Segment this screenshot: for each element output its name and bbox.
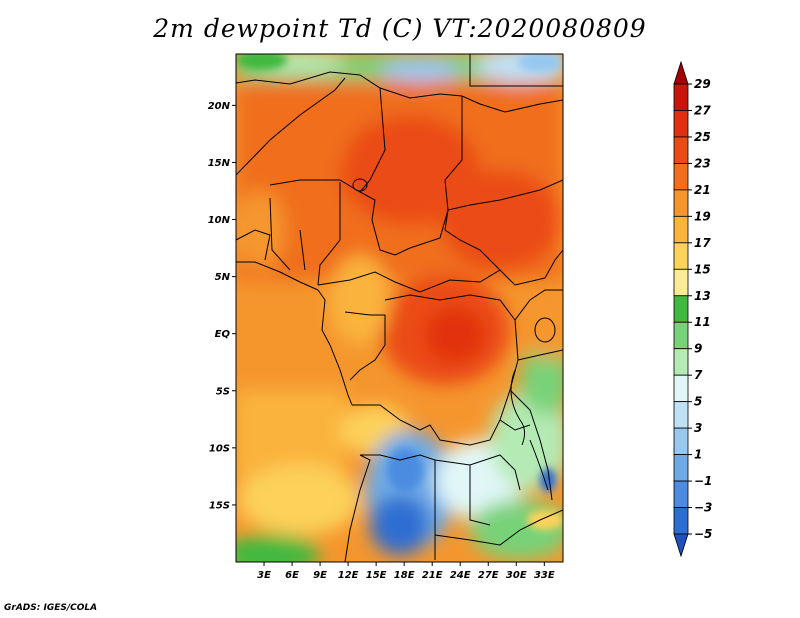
colorbar-label: 29 (694, 77, 711, 91)
lon-tick-label: 18E (394, 570, 415, 581)
colorbar-segment (673, 507, 689, 535)
colorbar-label: 19 (694, 209, 711, 223)
lat-tick-label: EQ (215, 329, 231, 340)
colorbar-label: 25 (694, 130, 711, 144)
colorbar-segment (673, 427, 689, 455)
longitude-axis: 3E 6E 9E 12E 15E 18E 21E 24E 27E 30E 33E (257, 562, 555, 581)
colorbar-label: 27 (694, 103, 711, 117)
country-borders (236, 54, 563, 562)
colorbar-segment (673, 189, 689, 217)
colorbar-label: 3 (694, 421, 702, 435)
colorbar-segment (673, 295, 689, 323)
colorbar-label: 21 (694, 183, 711, 197)
colorbar-segment (673, 215, 689, 244)
lon-tick-label: 9E (313, 570, 327, 581)
colorbar-label: 15 (694, 262, 711, 276)
colorbar-segment (673, 480, 689, 508)
latitude-axis: 20N 15N 10N 5N EQ 5S 10S 15S (208, 101, 236, 511)
colorbar-segment (673, 454, 689, 482)
colorbar-label: −3 (694, 501, 712, 515)
lon-tick-label: 12E (338, 570, 359, 581)
lat-tick-label: 15N (208, 158, 231, 169)
colorbar-segment (673, 348, 689, 376)
colorbar-segment (673, 110, 689, 138)
colorbar-segment (673, 60, 689, 85)
lon-tick-label: 30E (506, 570, 527, 581)
lon-tick-label: 24E (450, 570, 471, 581)
colorbar-label: −5 (694, 527, 712, 541)
colorbar-label: 11 (694, 315, 711, 329)
colorbar-label: 5 (694, 395, 702, 409)
lat-tick-label: 5S (216, 386, 230, 397)
lat-tick-label: 10S (209, 443, 230, 454)
lakes (352, 178, 556, 491)
colorbar-segment (673, 401, 689, 429)
colorbar-label: 17 (694, 236, 711, 250)
lon-tick-label: 3E (257, 570, 271, 581)
colorbar-label: 13 (694, 289, 711, 303)
dewpoint-field (236, 54, 563, 562)
colorbar-label: 9 (694, 342, 702, 356)
colorbar-segment (673, 374, 689, 403)
colorbar-segment (673, 136, 689, 164)
colorbar-segment (673, 533, 689, 558)
map-frame (235, 53, 564, 563)
lon-tick-label: 21E (422, 570, 443, 581)
lat-tick-label: 5N (215, 272, 231, 283)
colorbar-label: 1 (694, 448, 702, 462)
lat-tick-label: 15S (209, 500, 230, 511)
lon-tick-label: 33E (534, 570, 555, 581)
lat-tick-label: 10N (208, 215, 231, 226)
lon-tick-label: 6E (285, 570, 299, 581)
colorbar-segment (673, 321, 689, 350)
colorbar-label: −1 (694, 474, 712, 488)
colorbar-segment (673, 268, 689, 297)
colorbar-label: 23 (694, 156, 711, 170)
map-title: 2m dewpoint Td (C) VT:2020080809 (153, 14, 647, 43)
lat-tick-label: 20N (208, 101, 231, 112)
lon-tick-label: 15E (366, 570, 387, 581)
grads-credit: GrADS: IGES/COLA (4, 603, 98, 613)
colorbar-label: 7 (694, 368, 703, 382)
lon-tick-label: 27E (478, 570, 499, 581)
colorbar-segment (673, 242, 689, 270)
colorbar-segment (673, 163, 689, 191)
colorbar-segment (673, 83, 689, 111)
colorbar: 29 27 25 23 21 19 17 15 13 11 9 7 5 3 1 −1 −3 −5 (673, 60, 712, 558)
